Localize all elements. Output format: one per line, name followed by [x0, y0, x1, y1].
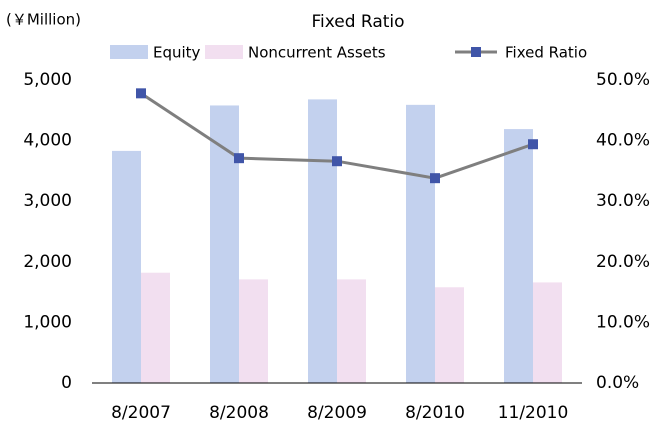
- bar: [112, 150, 141, 383]
- marker: [430, 173, 440, 184]
- bar: [533, 282, 562, 383]
- marker: [332, 156, 342, 167]
- legend-marker: [471, 47, 481, 57]
- legend-swatch: [110, 45, 148, 59]
- marker: [136, 88, 146, 99]
- y2-tick-label: 10.0%: [596, 312, 650, 332]
- legend-label: Fixed Ratio: [505, 44, 587, 62]
- marker: [528, 139, 538, 150]
- bar: [435, 287, 464, 383]
- x-tick-label: 8/2008: [209, 403, 269, 423]
- chart-title: Fixed Ratio: [311, 12, 404, 32]
- legend-swatch: [205, 45, 243, 59]
- x-tick-label: 8/2010: [405, 403, 465, 423]
- y-tick-label: 0: [61, 373, 72, 393]
- bar: [406, 104, 435, 383]
- y2-tick-label: 20.0%: [596, 252, 650, 272]
- x-tick-label: 8/2007: [111, 403, 171, 423]
- y2-tick-label: 40.0%: [596, 131, 650, 151]
- marker: [234, 153, 244, 164]
- y-tick-label: 4,000: [23, 131, 72, 151]
- y-tick-label: 5,000: [23, 70, 72, 90]
- x-tick-label: 8/2009: [307, 403, 367, 423]
- bar: [239, 279, 268, 383]
- y2-tick-label: 50.0%: [596, 70, 650, 90]
- legend-label: Equity: [153, 44, 201, 62]
- y-tick-label: 2,000: [23, 252, 72, 272]
- y-tick-label: 1,000: [23, 312, 72, 332]
- y2-tick-label: 30.0%: [596, 191, 650, 211]
- x-tick-label: 11/2010: [498, 403, 569, 423]
- y-axis-label: (￥Million): [6, 11, 81, 29]
- legend-label: Noncurrent Assets: [248, 44, 386, 62]
- y-tick-label: 3,000: [23, 191, 72, 211]
- bar: [210, 105, 239, 384]
- y2-tick-label: 0.0%: [596, 373, 639, 393]
- bar: [141, 272, 170, 383]
- bar: [337, 279, 366, 383]
- bar: [308, 99, 337, 383]
- bar: [504, 129, 533, 383]
